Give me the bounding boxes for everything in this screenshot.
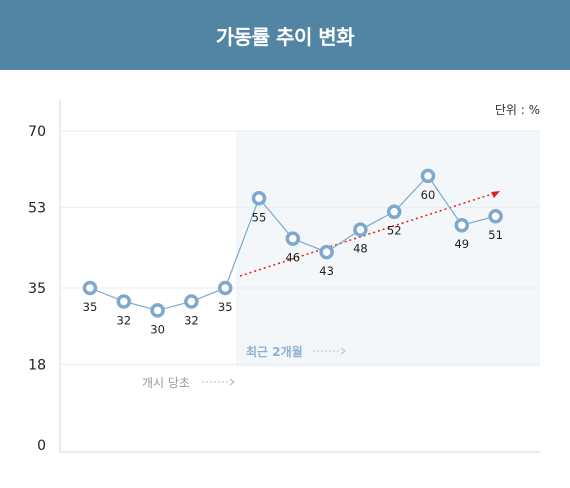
data-label: 35	[218, 300, 233, 314]
y-tick-label: 0	[37, 438, 46, 454]
data-label: 32	[184, 313, 199, 327]
data-point	[251, 191, 267, 206]
data-label: 51	[488, 228, 503, 242]
y-tick-label: 53	[28, 200, 46, 216]
y-tick-label: 18	[28, 357, 46, 373]
data-point	[184, 294, 199, 309]
data-point	[488, 208, 503, 224]
data-point	[319, 244, 334, 260]
data-labels: 35 32 30 32 35 55 46 43 48 52 60 49 51	[83, 188, 503, 337]
page-title: 가동률 추이 변화	[215, 24, 355, 49]
data-point	[82, 280, 98, 296]
start-period-arrow-head	[229, 378, 235, 386]
data-label: 55	[252, 210, 267, 224]
y-tick-label: 35	[28, 281, 46, 297]
data-point	[116, 294, 132, 309]
recent-period-highlight	[236, 131, 540, 367]
trend-arrow-head	[491, 191, 500, 198]
header-bar: 가동률 추이 변화	[0, 0, 570, 70]
data-label: 32	[116, 313, 131, 327]
data-label: 60	[421, 188, 436, 202]
data-point	[353, 222, 368, 237]
data-markers	[82, 168, 503, 318]
recent-period-arrow-head	[340, 347, 346, 355]
data-label: 48	[353, 242, 368, 256]
data-label: 30	[150, 322, 165, 336]
chart-area: 70 53 35 18 0 단위 : % 35 32 30 32 35 55 46 43 48 52 60 4…	[0, 70, 570, 484]
data-point	[285, 231, 301, 246]
unit-label: 단위 : %	[495, 103, 540, 117]
data-label: 49	[454, 237, 469, 251]
data-label: 43	[319, 264, 334, 278]
data-point	[150, 303, 165, 318]
recent-period-label: 최근 2개월	[246, 344, 303, 359]
line-chart: 70 53 35 18 0 단위 : % 35 32 30 32 35 55 46 43 48 52 60 4…	[28, 100, 540, 454]
y-axis-ticks: 70 53 35 18 0	[28, 124, 46, 454]
data-point	[386, 204, 402, 219]
start-period-label: 개시 당초	[142, 376, 190, 390]
data-label: 46	[285, 251, 300, 265]
data-label: 35	[83, 300, 98, 314]
data-label: 52	[387, 224, 402, 238]
data-point	[454, 217, 470, 233]
data-point	[420, 168, 436, 184]
data-point	[217, 280, 233, 296]
grid-lines	[60, 130, 540, 365]
y-tick-label: 70	[28, 124, 46, 140]
